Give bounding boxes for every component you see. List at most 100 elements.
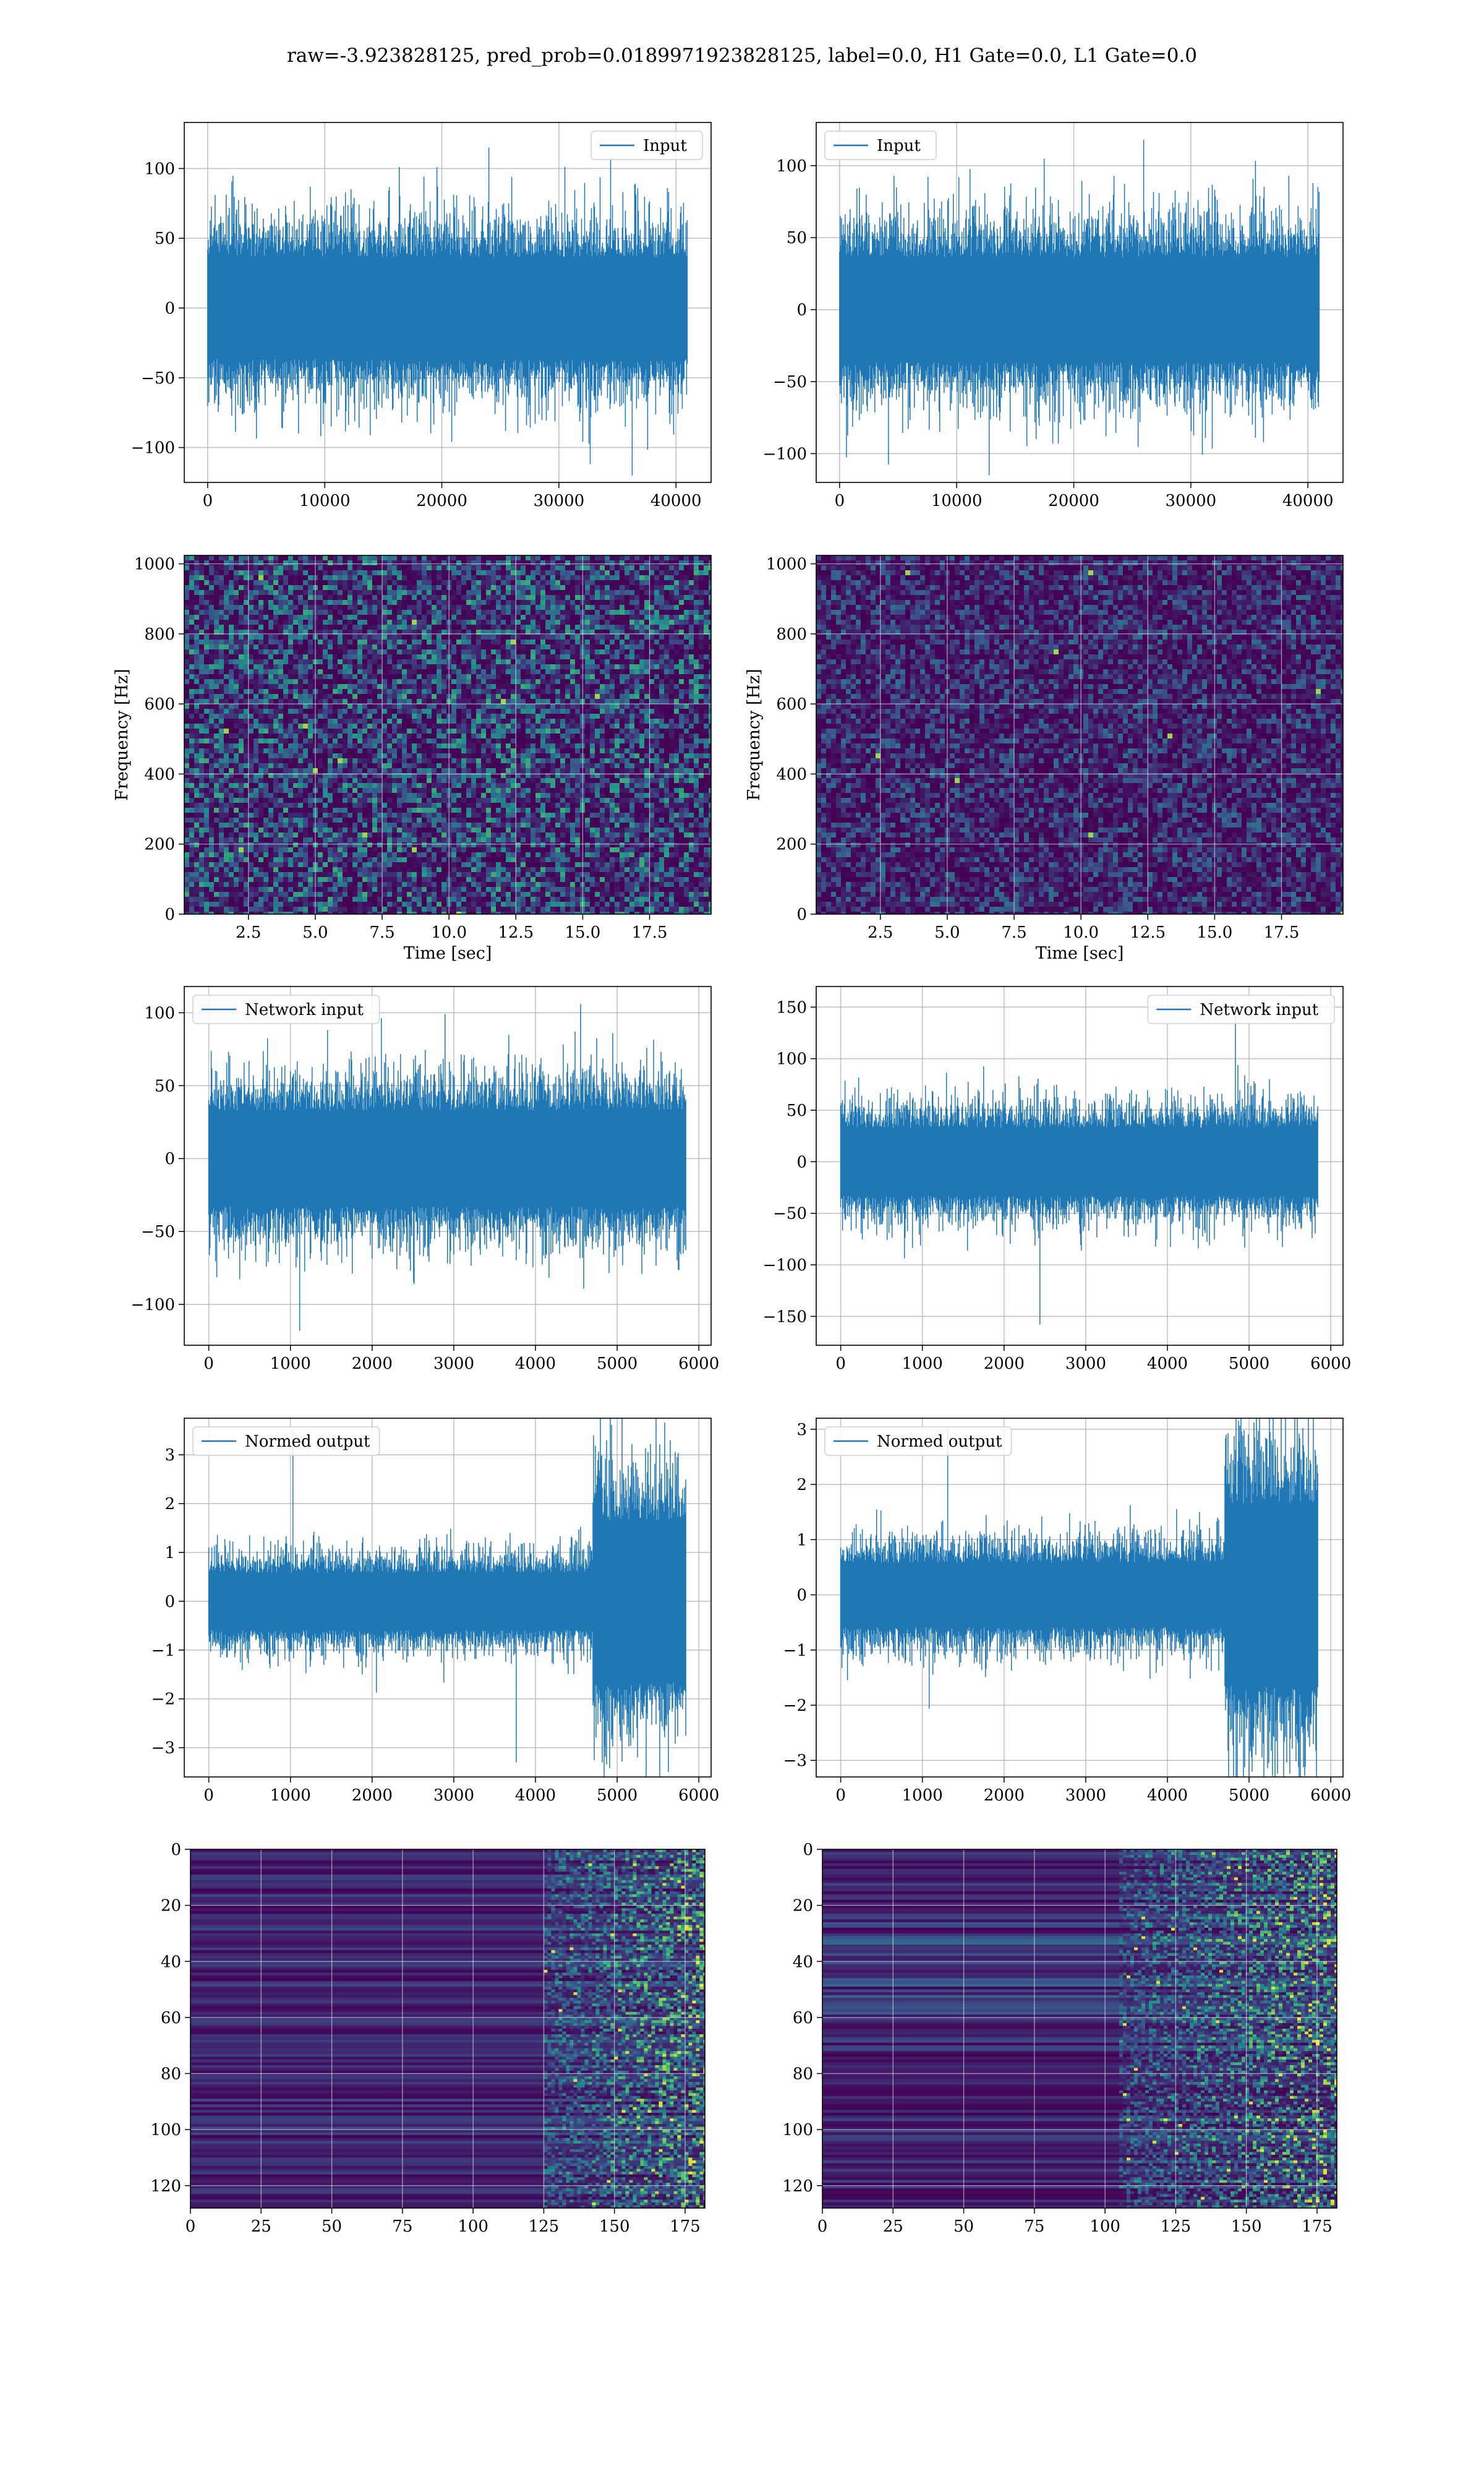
panel-feature-map-left: 0 25 50 75 100 125 150 175 0 20 40 60 80 100 120: [150, 1841, 706, 2236]
signal-core: [839, 257, 1320, 362]
legend: Network input: [1147, 995, 1335, 1024]
axes-frame: [816, 122, 1344, 483]
y-axis-label: Frequency [Hz]: [113, 669, 132, 800]
x-tick-label: 25: [251, 2217, 271, 2236]
x-tick-label: 2000: [352, 1355, 393, 1373]
legend: Input: [824, 131, 937, 160]
legend-label: Input: [643, 137, 687, 155]
panel-network-input-left: 0 1000 2000 3000 4000 5000 6000 −100 −50 0 50 100 Ne…: [131, 986, 719, 1373]
x-tick-label: 5.0: [934, 923, 960, 942]
x-tick-label: 0: [835, 492, 845, 510]
axes-frame: [184, 986, 712, 1346]
y-tick-label: 60: [793, 2009, 813, 2027]
y-tick-label: 100: [776, 157, 807, 176]
y-tick-label: −3: [783, 1752, 807, 1770]
x-tick-label: 75: [392, 2217, 412, 2236]
grid: [816, 555, 1343, 914]
y-tick-label: 80: [161, 2065, 181, 2084]
x-tick-label: 0: [186, 2217, 196, 2236]
panel-normed-output-right: 0 1000 2000 3000 4000 5000 6000 −3 −2 −1 0 1 2 3 Norme…: [783, 1418, 1351, 1805]
signal-core: [208, 1531, 686, 1672]
y-tick-label: −2: [783, 1697, 807, 1715]
axes-frame: [816, 555, 1344, 915]
axes-frame: [190, 1849, 706, 2209]
panel-network-input-right: 0 1000 2000 3000 4000 5000 6000 −150 −100 −50 0 50 1…: [763, 986, 1351, 1373]
x-tick-label: 6000: [678, 1355, 719, 1373]
x-tick-label: 2000: [352, 1786, 393, 1805]
x-tick-label: 1000: [270, 1786, 311, 1805]
y-tick-label: 1: [796, 1531, 807, 1549]
y-tick-label: 0: [164, 905, 175, 924]
heatmap-cells: [190, 1849, 705, 2208]
x-tick-label: 6000: [1310, 1355, 1351, 1373]
y-tick-label: 60: [161, 2009, 181, 2027]
grid: [190, 1849, 705, 2208]
x-tick-label: 25: [883, 2217, 903, 2236]
y-tick-label: 2: [796, 1476, 807, 1494]
x-tick-label: 2.5: [236, 923, 261, 942]
y-tick-label: 100: [150, 2121, 181, 2139]
y-tick-label: 150: [776, 998, 807, 1017]
y-tick-label: 100: [776, 1050, 807, 1069]
x-tick-label: 3000: [433, 1786, 474, 1805]
panel-feature-map-right: 0 25 50 75 100 125 150 175 0 20 40 60 80 100 120: [782, 1841, 1337, 2236]
x-tick-label: 5000: [597, 1786, 638, 1805]
x-tick-label: 0: [835, 1786, 846, 1805]
x-tick-label: 150: [599, 2217, 630, 2236]
y-tick-label: 120: [150, 2177, 181, 2196]
x-tick-label: 15.0: [565, 923, 600, 942]
y-tick-label: 3: [164, 1446, 175, 1465]
x-tick-label: 100: [458, 2217, 488, 2236]
y-tick-label: 400: [144, 765, 175, 784]
x-tick-label: 125: [1161, 2217, 1192, 2236]
y-tick-label: 2: [164, 1495, 175, 1513]
x-tick-label: 4000: [1147, 1355, 1188, 1373]
x-tick-label: 4000: [515, 1786, 556, 1805]
legend-label: Normed output: [877, 1432, 1002, 1451]
y-tick-label: −50: [773, 1205, 807, 1223]
x-tick-label: 3000: [433, 1355, 474, 1373]
x-axis-label: Time [sec]: [1036, 944, 1124, 963]
y-tick-label: −150: [763, 1308, 807, 1326]
y-tick-label: 0: [803, 1841, 813, 1859]
legend-label: Input: [877, 137, 921, 155]
y-tick-label: 200: [144, 836, 175, 854]
y-tick-label: 50: [155, 229, 175, 248]
panel-spectrogram-left: 2.5 5.0 7.5 10.0 12.5 15.0 17.5 0 200 400 600 800 10…: [113, 555, 712, 963]
x-tick-label: 0: [817, 2217, 828, 2236]
figure-suptitle: raw=-3.923828125, pred_prob=0.0189971923…: [287, 45, 1197, 67]
legend: Normed output: [824, 1426, 1012, 1456]
y-tick-label: 800: [144, 625, 175, 644]
y-tick-label: 800: [776, 625, 807, 644]
y-tick-label: −50: [141, 1223, 175, 1241]
y-tick-label: 200: [776, 836, 807, 854]
x-tick-label: 5000: [1229, 1355, 1269, 1373]
legend-label: Network input: [1200, 1001, 1318, 1019]
x-tick-label: 0: [835, 1355, 846, 1373]
x-tick-label: 12.5: [1130, 923, 1166, 942]
y-tick-label: 20: [161, 1897, 181, 1915]
x-tick-label: 2000: [984, 1355, 1025, 1373]
x-tick-label: 175: [670, 2217, 701, 2236]
y-tick-label: −100: [763, 445, 807, 463]
x-tick-label: 15.0: [1196, 923, 1232, 942]
y-tick-label: 40: [161, 1953, 181, 1971]
x-tick-label: 3000: [1065, 1786, 1106, 1805]
y-tick-label: −50: [141, 369, 175, 388]
y-tick-label: −50: [773, 373, 807, 392]
y-tick-label: 100: [144, 1004, 175, 1022]
signal-core: [840, 1128, 1318, 1196]
x-tick-label: 0: [203, 1786, 214, 1805]
y-tick-label: 80: [793, 2065, 813, 2084]
x-tick-label: 0: [203, 492, 213, 510]
x-tick-label: 0: [203, 1355, 214, 1373]
x-tick-label: 50: [953, 2217, 974, 2236]
y-tick-label: 0: [796, 301, 807, 320]
y-tick-label: 0: [164, 299, 175, 318]
x-tick-label: 7.5: [369, 923, 394, 942]
x-tick-label: 17.5: [1264, 923, 1300, 942]
x-tick-label: 40000: [1282, 492, 1334, 510]
heatmap-cells: [816, 555, 1343, 914]
axes-frame: [184, 555, 712, 915]
